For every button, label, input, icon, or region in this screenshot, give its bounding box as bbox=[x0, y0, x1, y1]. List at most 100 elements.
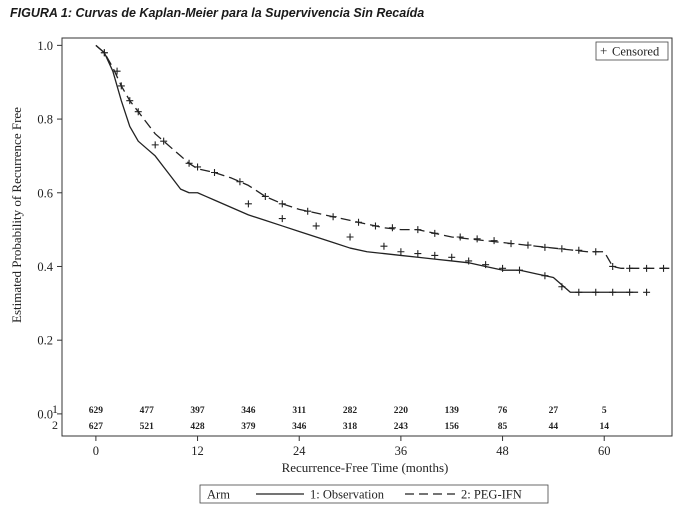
censor-mark-peg-ifn bbox=[117, 82, 125, 90]
censored-legend-box bbox=[595, 41, 669, 61]
x-tick-label: 24 bbox=[293, 444, 306, 458]
censor-mark-peg-ifn bbox=[134, 108, 142, 116]
series-peg-ifn-line bbox=[95, 44, 672, 269]
censor-mark-peg-ifn bbox=[541, 243, 549, 251]
censor-mark-observation bbox=[151, 141, 159, 149]
censor-marks-group bbox=[100, 49, 668, 296]
at-risk-count: 428 bbox=[190, 422, 205, 432]
axes-group: 0.0 0.2 0.4 0.6 0.8 1.0 0 12 24 36 48 60 bbox=[37, 39, 610, 458]
censor-mark-observation bbox=[113, 67, 121, 75]
censor-mark-observation bbox=[465, 257, 473, 265]
censor-mark-observation bbox=[431, 251, 439, 259]
censor-mark-peg-ifn bbox=[660, 264, 668, 272]
at-risk-count: 477 bbox=[140, 406, 155, 416]
legend-title: Arm bbox=[207, 488, 230, 502]
at-risk-count: 346 bbox=[292, 422, 307, 432]
censor-mark-peg-ifn bbox=[592, 248, 600, 256]
at-risk-table: 1 629 477 397 346 311 282 220 139 76 27 5 2 627 521 428… bbox=[52, 402, 609, 432]
censor-mark-peg-ifn bbox=[388, 224, 396, 232]
at-risk-count: 397 bbox=[190, 406, 205, 416]
at-risk-count: 346 bbox=[241, 406, 256, 416]
at-risk-count: 379 bbox=[241, 422, 256, 432]
at-risk-count: 318 bbox=[343, 422, 358, 432]
censor-mark-observation bbox=[541, 272, 549, 280]
censor-mark-observation bbox=[516, 266, 523, 274]
at-risk-count: 85 bbox=[498, 422, 508, 432]
censor-mark-observation bbox=[592, 288, 600, 296]
censor-mark-observation bbox=[499, 264, 507, 272]
censor-mark-peg-ifn bbox=[643, 264, 651, 272]
censored-legend-symbol: + bbox=[600, 43, 607, 58]
censor-mark-peg-ifn bbox=[211, 169, 218, 177]
plot-frame bbox=[61, 37, 673, 437]
censor-mark-peg-ifn bbox=[278, 200, 286, 208]
censor-mark-observation bbox=[194, 163, 202, 171]
y-tick-label: 0.8 bbox=[37, 113, 53, 127]
at-risk-row-label: 2 bbox=[52, 418, 58, 432]
at-risk-count: 139 bbox=[445, 406, 460, 416]
legend-label-observation: 1: Observation bbox=[310, 488, 385, 502]
censor-mark-peg-ifn bbox=[558, 245, 566, 253]
censor-mark-peg-ifn bbox=[490, 237, 498, 245]
censor-mark-observation bbox=[575, 288, 583, 296]
at-risk-count: 629 bbox=[89, 406, 104, 416]
at-risk-count: 282 bbox=[343, 406, 358, 416]
censor-mark-observation bbox=[346, 233, 354, 241]
x-axis-title: Recurrence-Free Time (months) bbox=[282, 460, 449, 475]
at-risk-count: 220 bbox=[394, 406, 409, 416]
at-risk-count: 243 bbox=[394, 422, 409, 432]
censor-mark-peg-ifn bbox=[414, 226, 422, 234]
censor-mark-peg-ifn bbox=[507, 240, 515, 248]
y-tick-label: 0.2 bbox=[37, 334, 53, 348]
y-tick-label: 0.0 bbox=[37, 407, 53, 421]
x-tick-label: 48 bbox=[496, 444, 509, 458]
censor-mark-peg-ifn bbox=[185, 159, 193, 167]
x-tick-label: 12 bbox=[191, 444, 204, 458]
censor-mark-observation bbox=[558, 283, 566, 291]
at-risk-count: 27 bbox=[549, 406, 559, 416]
censor-mark-peg-ifn bbox=[236, 178, 244, 186]
at-risk-count: 14 bbox=[599, 422, 609, 432]
censor-mark-observation bbox=[397, 248, 405, 256]
at-risk-count: 76 bbox=[498, 406, 508, 416]
figure-title: FIGURA 1: Curvas de Kaplan-Meier para la… bbox=[10, 6, 425, 20]
at-risk-count: 311 bbox=[292, 406, 306, 416]
x-tick-label: 36 bbox=[395, 444, 408, 458]
censored-legend: + Censored bbox=[595, 41, 669, 61]
censor-mark-observation bbox=[414, 250, 422, 258]
at-risk-count: 521 bbox=[140, 422, 155, 432]
censor-mark-peg-ifn bbox=[473, 235, 481, 243]
censor-mark-peg-ifn bbox=[431, 229, 439, 237]
censor-mark-peg-ifn bbox=[329, 213, 337, 221]
censor-mark-peg-ifn bbox=[575, 246, 583, 254]
x-tick-label: 60 bbox=[598, 444, 611, 458]
bottom-legend: Arm 1: Observation 2: PEG-IFN bbox=[199, 484, 549, 504]
y-tick-label: 1.0 bbox=[37, 39, 53, 53]
censor-mark-peg-ifn bbox=[100, 49, 108, 57]
y-tick-label: 0.6 bbox=[37, 186, 53, 200]
y-tick-label: 0.4 bbox=[37, 260, 53, 274]
at-risk-count: 156 bbox=[445, 422, 460, 432]
censor-mark-peg-ifn bbox=[609, 262, 617, 270]
bottom-legend-box bbox=[199, 484, 549, 504]
censor-mark-observation bbox=[482, 261, 490, 269]
at-risk-count: 44 bbox=[549, 422, 559, 432]
censor-mark-observation bbox=[278, 215, 286, 223]
censor-mark-observation bbox=[244, 200, 252, 208]
censor-mark-peg-ifn bbox=[456, 233, 464, 241]
censor-mark-observation bbox=[380, 242, 388, 250]
series-observation-line bbox=[95, 44, 639, 293]
censor-mark-peg-ifn bbox=[304, 207, 312, 215]
censor-mark-peg-ifn bbox=[626, 264, 634, 272]
at-risk-count: 5 bbox=[602, 406, 607, 416]
censor-mark-observation bbox=[643, 288, 651, 296]
censor-mark-peg-ifn bbox=[261, 192, 269, 200]
y-axis-title: Estimated Probability of Recurrence Free bbox=[9, 107, 24, 323]
censor-mark-observation bbox=[626, 288, 634, 296]
x-tick-label: 0 bbox=[93, 444, 99, 458]
censor-mark-peg-ifn bbox=[371, 222, 379, 230]
legend-label-peg-ifn: 2: PEG-IFN bbox=[461, 488, 522, 502]
censor-mark-observation bbox=[448, 253, 456, 261]
at-risk-count: 627 bbox=[89, 422, 104, 432]
